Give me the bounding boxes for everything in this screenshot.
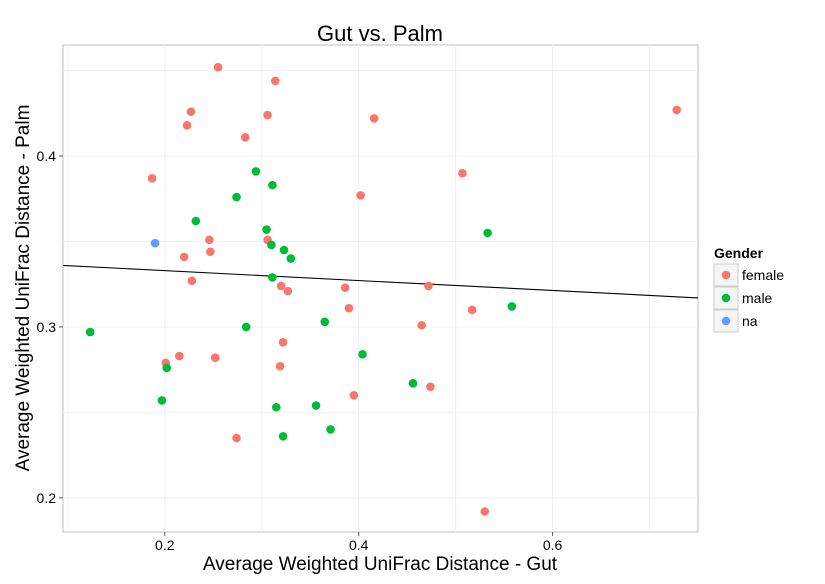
data-point-male — [157, 396, 167, 405]
data-point-male — [271, 402, 281, 412]
data-point-female — [182, 121, 192, 130]
data-point-female — [369, 114, 379, 123]
data-point-female — [417, 320, 427, 330]
data-point-male — [241, 322, 251, 332]
data-point-female — [179, 252, 189, 262]
x-axis-ticks: 0.2 0.4 0.6 — [155, 532, 563, 553]
data-point-female — [424, 281, 433, 291]
data-point-male — [311, 401, 321, 410]
data-point-na — [150, 238, 160, 248]
data-point-female — [276, 281, 286, 291]
data-point-female — [263, 110, 272, 120]
data-point-male — [286, 254, 296, 263]
data-point-male — [268, 273, 277, 282]
trend-line — [62, 264, 699, 299]
data-point-female — [187, 276, 197, 286]
data-point-male — [162, 363, 172, 373]
legend-marker-na — [721, 316, 731, 326]
data-point-male — [326, 425, 335, 434]
data-point-male — [262, 225, 271, 234]
data-point-female — [271, 76, 280, 86]
y-axis-label: Average Weighted UniFrac Distance - Palm — [13, 105, 34, 472]
legend-label-female: female — [742, 267, 784, 283]
data-point-female — [458, 168, 467, 178]
data-point-female — [480, 507, 490, 516]
y-axis-ticks: 0.2 0.3 0.4 — [37, 148, 63, 506]
data-point-female — [349, 390, 359, 400]
data-point-male — [268, 180, 277, 190]
y-tick-label: 0.4 — [37, 148, 57, 164]
legend: Gender female male na — [713, 245, 784, 333]
data-point-female — [275, 361, 285, 371]
legend-label-male: male — [742, 290, 773, 306]
data-point-female — [356, 191, 365, 200]
data-point-female — [205, 235, 214, 245]
data-point-male — [85, 327, 95, 337]
data-point-female — [283, 286, 293, 296]
data-point-female — [147, 173, 157, 183]
data-point-male — [483, 228, 492, 238]
data-point-female — [175, 351, 184, 361]
data-point-female — [672, 105, 681, 115]
data-point-female — [426, 382, 435, 392]
data-point-female — [206, 247, 215, 257]
data-point-male — [408, 379, 418, 388]
data-point-female — [210, 353, 220, 363]
x-tick-label: 0.4 — [349, 537, 369, 553]
data-point-male — [320, 317, 330, 327]
data-point-female — [186, 107, 196, 116]
data-point-male — [267, 240, 276, 250]
data-point-male — [507, 302, 517, 311]
data-point-female — [340, 283, 350, 292]
data-point-female — [240, 132, 250, 142]
x-axis-label: Average Weighted UniFrac Distance - Gut — [203, 554, 558, 575]
data-point-female — [213, 62, 223, 72]
data-point-male — [232, 192, 241, 202]
data-point-female — [467, 305, 477, 315]
y-tick-label: 0.2 — [37, 490, 57, 506]
y-tick-label: 0.3 — [37, 319, 57, 335]
data-point-male — [278, 432, 288, 441]
data-point-female — [344, 303, 354, 313]
data-point-male — [191, 216, 201, 226]
legend-marker-male — [721, 293, 731, 303]
chart-title: Gut vs. Palm — [317, 21, 443, 46]
data-point-male — [251, 167, 261, 176]
data-point-male — [279, 245, 289, 255]
x-tick-label: 0.6 — [543, 537, 563, 553]
legend-marker-female — [721, 270, 731, 280]
data-points — [85, 62, 681, 516]
grid-lines — [63, 45, 698, 532]
legend-title: Gender — [714, 245, 764, 261]
data-point-female — [278, 338, 288, 347]
x-tick-label: 0.2 — [155, 537, 175, 553]
data-point-female — [232, 433, 241, 443]
legend-label-na: na — [742, 313, 758, 329]
plot-panel — [62, 44, 699, 533]
data-point-male — [358, 349, 367, 359]
